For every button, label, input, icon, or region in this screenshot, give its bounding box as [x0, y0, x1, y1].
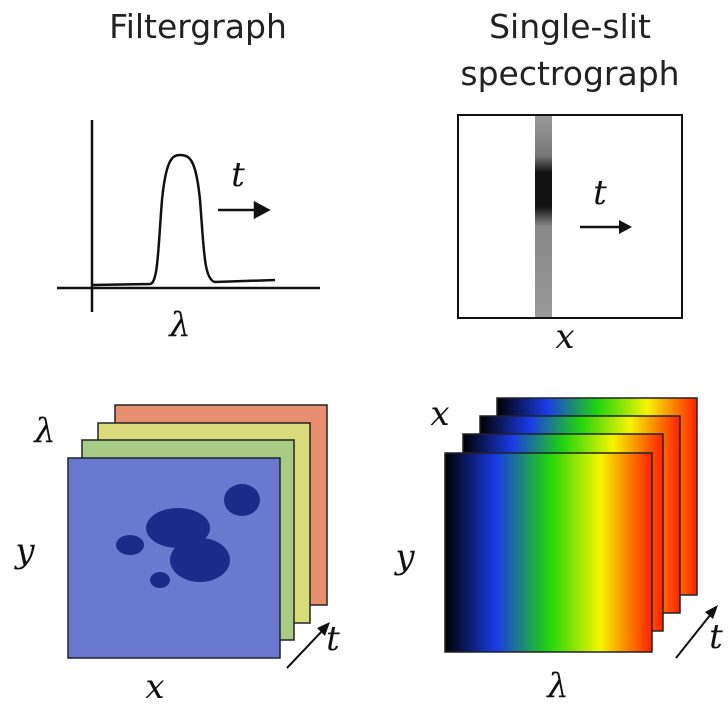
title: Single-slit — [489, 7, 651, 46]
arrow-label: t — [593, 173, 607, 213]
axis-label: t — [326, 619, 340, 659]
axis-label: λ — [32, 411, 56, 451]
spectrum-stack — [444, 397, 698, 653]
axis-label: y — [13, 531, 35, 571]
slit — [535, 116, 552, 317]
arrow — [580, 220, 632, 234]
arrow — [286, 622, 330, 669]
slit-frame — [457, 114, 683, 319]
image-stack — [67, 404, 328, 659]
title: spectrograph — [460, 54, 679, 93]
title: Filtergraph — [109, 7, 287, 46]
axis-label: y — [393, 537, 415, 577]
axis-label: x — [145, 667, 164, 707]
axis-label: x — [430, 394, 449, 434]
axis-label: x — [555, 317, 574, 357]
axis-label: λ — [167, 305, 191, 345]
arrow — [675, 605, 718, 659]
arrow-label: t — [231, 155, 245, 195]
axis-label: t — [709, 617, 723, 657]
axis-label: λ — [545, 666, 569, 706]
filter-plot — [57, 120, 320, 312]
